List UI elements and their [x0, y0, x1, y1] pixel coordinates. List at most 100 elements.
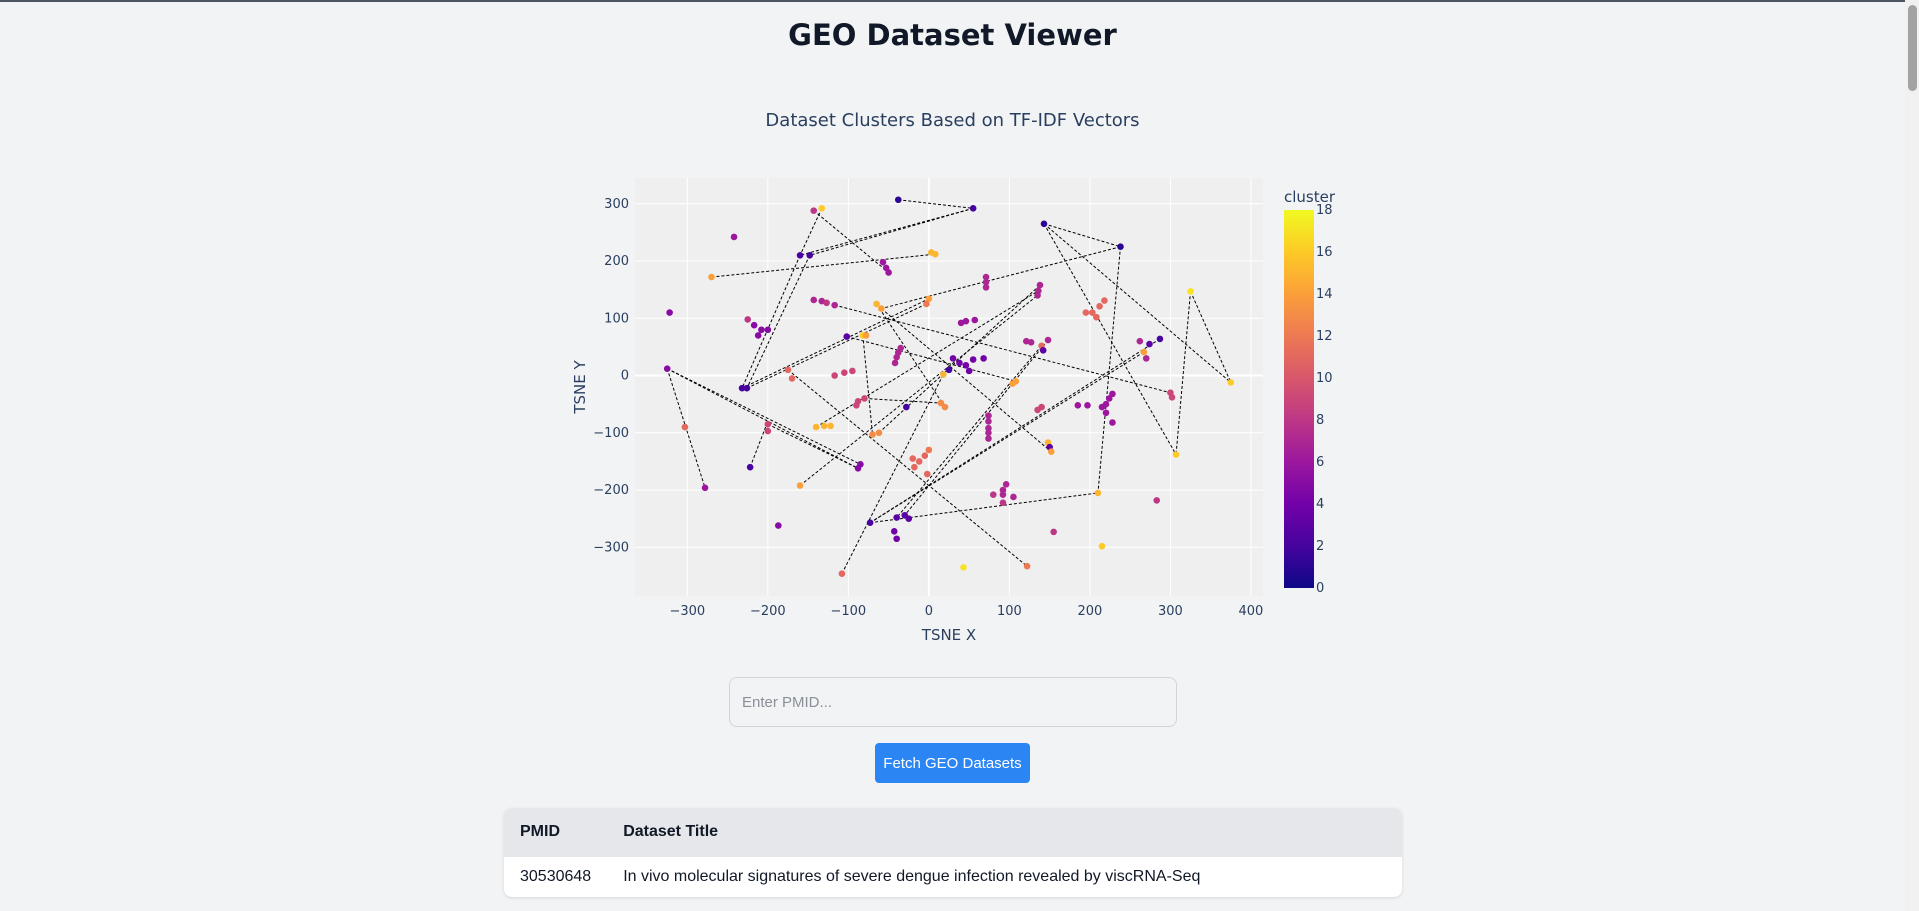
data-point[interactable]	[866, 519, 874, 527]
data-point[interactable]	[812, 423, 820, 431]
data-point[interactable]	[985, 424, 992, 432]
scrollbar-thumb[interactable]	[1908, 5, 1917, 91]
data-point[interactable]	[1034, 292, 1041, 299]
data-point[interactable]	[1172, 451, 1180, 458]
data-point[interactable]	[921, 452, 929, 460]
data-point[interactable]	[960, 564, 967, 571]
data-point[interactable]	[823, 299, 830, 307]
data-point[interactable]	[810, 207, 818, 214]
data-point[interactable]	[969, 205, 977, 212]
data-point[interactable]	[1047, 448, 1055, 456]
data-point[interactable]	[1040, 220, 1048, 228]
data-point[interactable]	[971, 316, 979, 324]
data-point[interactable]	[985, 418, 992, 425]
data-point[interactable]	[893, 535, 900, 543]
data-point[interactable]	[746, 463, 754, 471]
data-point[interactable]	[1136, 337, 1144, 345]
data-point[interactable]	[862, 332, 870, 339]
fetch-geo-datasets-button[interactable]: Fetch GEO Datasets	[875, 743, 1030, 783]
data-point[interactable]	[949, 355, 957, 362]
data-point[interactable]	[796, 252, 804, 259]
data-point[interactable]	[827, 422, 834, 430]
data-point[interactable]	[853, 402, 860, 409]
data-point[interactable]	[775, 522, 782, 529]
page-scrollbar[interactable]	[1905, 0, 1919, 911]
data-point[interactable]	[875, 429, 883, 437]
data-point[interactable]	[1084, 402, 1091, 409]
data-point[interactable]	[1002, 481, 1010, 488]
table-row[interactable]: 30530648 In vivo molecular signatures of…	[504, 856, 1402, 897]
data-point[interactable]	[890, 527, 898, 535]
data-point[interactable]	[985, 435, 992, 442]
data-point[interactable]	[937, 399, 945, 407]
data-point[interactable]	[1187, 288, 1194, 295]
data-point[interactable]	[1227, 379, 1235, 386]
data-point[interactable]	[1117, 243, 1124, 251]
data-point[interactable]	[1039, 347, 1047, 354]
data-point[interactable]	[891, 359, 899, 367]
data-point[interactable]	[879, 258, 887, 266]
pmid-input[interactable]	[729, 677, 1177, 727]
data-point[interactable]	[743, 384, 751, 392]
data-point[interactable]	[903, 403, 910, 411]
data-point[interactable]	[999, 499, 1007, 506]
data-point[interactable]	[831, 372, 838, 379]
data-point[interactable]	[818, 205, 826, 212]
data-point[interactable]	[666, 309, 673, 316]
data-point[interactable]	[885, 269, 892, 276]
data-point[interactable]	[810, 296, 818, 304]
data-point[interactable]	[730, 233, 738, 241]
data-point[interactable]	[932, 250, 939, 258]
data-point[interactable]	[1098, 542, 1106, 550]
data-point[interactable]	[681, 423, 689, 431]
data-point[interactable]	[1146, 340, 1153, 348]
data-point[interactable]	[982, 273, 990, 281]
data-point[interactable]	[764, 427, 772, 435]
data-point[interactable]	[708, 273, 715, 281]
data-point[interactable]	[905, 515, 913, 522]
data-point[interactable]	[738, 384, 746, 392]
data-point[interactable]	[1140, 348, 1148, 356]
data-point[interactable]	[806, 252, 814, 259]
data-point[interactable]	[909, 455, 917, 462]
data-point[interactable]	[1010, 493, 1017, 501]
data-point[interactable]	[1034, 406, 1041, 414]
data-point[interactable]	[1168, 394, 1176, 401]
data-point[interactable]	[1101, 297, 1108, 304]
data-point[interactable]	[796, 482, 804, 489]
data-point[interactable]	[1093, 313, 1100, 321]
data-point[interactable]	[744, 316, 752, 323]
data-point[interactable]	[923, 300, 930, 308]
data-point[interactable]	[940, 371, 947, 378]
data-point[interactable]	[999, 486, 1007, 494]
data-point[interactable]	[956, 359, 963, 367]
data-point[interactable]	[784, 366, 792, 374]
data-point[interactable]	[999, 491, 1007, 498]
data-point[interactable]	[1098, 403, 1106, 411]
data-point[interactable]	[869, 431, 876, 438]
data-point[interactable]	[1142, 355, 1150, 362]
data-point[interactable]	[764, 326, 772, 334]
data-point[interactable]	[849, 367, 856, 375]
data-point[interactable]	[893, 514, 900, 521]
data-point[interactable]	[1094, 489, 1102, 497]
data-point[interactable]	[982, 278, 990, 286]
data-point[interactable]	[985, 412, 992, 419]
data-point[interactable]	[1082, 309, 1090, 316]
data-point[interactable]	[838, 570, 846, 577]
data-point[interactable]	[923, 470, 931, 478]
data-point[interactable]	[758, 326, 765, 334]
data-point[interactable]	[878, 305, 885, 312]
data-point[interactable]	[1074, 402, 1082, 409]
data-point[interactable]	[750, 321, 758, 329]
data-point[interactable]	[941, 403, 949, 411]
data-point[interactable]	[1023, 562, 1031, 570]
data-point[interactable]	[1036, 281, 1044, 289]
data-point[interactable]	[1109, 390, 1116, 398]
data-point[interactable]	[893, 353, 900, 361]
data-point[interactable]	[980, 355, 987, 362]
data-point[interactable]	[925, 446, 933, 454]
data-point[interactable]	[989, 491, 997, 498]
data-point[interactable]	[1089, 309, 1096, 316]
data-point[interactable]	[1009, 380, 1016, 387]
